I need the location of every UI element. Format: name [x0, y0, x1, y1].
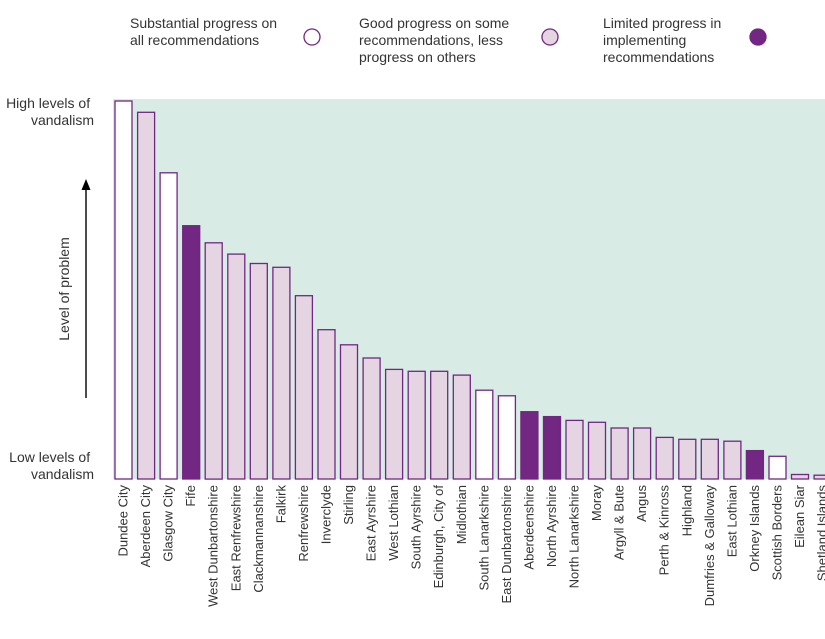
tick-label-midlothian: Midlothian — [454, 485, 469, 544]
bar-scottish-borders — [768, 455, 787, 480]
tick-label-north-ayrshire: North Ayrshire — [544, 485, 559, 567]
tick-label-west-dunbartonshire: West Dunbartonshire — [206, 485, 221, 607]
bar-midlothian — [452, 374, 471, 480]
y-axis-high-label: High levels of vandalism — [6, 95, 94, 128]
legend-swatch-limited — [749, 28, 767, 46]
tick-label-argyll-bute: Argyll & Bute — [612, 485, 627, 560]
bar-aberdeenshire — [520, 411, 539, 480]
tick-label-highland: Highland — [679, 485, 694, 536]
bar-west-dunbartonshire — [204, 242, 223, 480]
y-axis-low-label: Low levels of vandalism — [9, 449, 94, 482]
y-axis-arrow-icon — [81, 179, 91, 398]
tick-label-eilean-siar: Eilean Siar — [792, 484, 807, 548]
bar-edinburgh-city-of — [430, 370, 449, 480]
legend-label-good: Good progress on some recommendations, l… — [359, 15, 513, 65]
tick-label-renfrewshire: Renfrewshire — [296, 485, 311, 562]
tick-label-east-dunbartonshire: East Dunbartonshire — [499, 485, 514, 604]
bar-east-lothian — [723, 440, 742, 480]
bar-moray — [587, 421, 607, 480]
bar-argyll-bute — [610, 427, 629, 480]
bar-inverclyde — [317, 329, 336, 480]
legend-label-limited: Limited progress in implementing recomme… — [603, 15, 725, 65]
tick-label-dumfries-galloway: Dumfries & Galloway — [702, 485, 717, 607]
tick-label-fife: Fife — [183, 485, 198, 507]
bar-stirling — [339, 344, 359, 480]
bar-orkney-islands — [745, 449, 765, 480]
bar-clackmannanshire — [249, 262, 268, 480]
tick-label-moray: Moray — [589, 485, 604, 522]
bar-east-renfrewshire — [227, 253, 246, 480]
tick-label-stirling: Stirling — [341, 485, 356, 525]
bar-renfrewshire — [294, 295, 314, 480]
tick-label-east-renfrewshire: East Renfrewshire — [228, 485, 243, 591]
tick-label-edinburgh-city-of: Edinburgh, City of — [431, 485, 446, 589]
tick-label-east-ayrshire: East Ayrshire — [364, 485, 379, 561]
bar-highland — [678, 438, 697, 480]
bar-east-ayrshire — [362, 357, 381, 480]
legend-swatch-good — [541, 28, 559, 46]
tick-label-glasgow-city: Glasgow City — [161, 485, 176, 562]
bar-south-lanarkshire — [475, 389, 494, 480]
bar-perth-kinross — [655, 436, 674, 480]
bar-glasgow-city — [159, 172, 178, 480]
y-axis-title: Level of problem — [56, 237, 72, 341]
tick-label-aberdeenshire: Aberdeenshire — [521, 485, 536, 570]
bar-north-lanarkshire — [565, 419, 584, 480]
tick-label-south-ayrshire: South Ayrshire — [409, 485, 424, 569]
bar-shetland-islands — [813, 474, 825, 480]
bar-angus — [632, 427, 652, 480]
tick-label-angus: Angus — [634, 485, 649, 522]
tick-label-perth-kinross: Perth & Kinross — [657, 485, 672, 576]
tick-label-orkney-islands: Orkney Islands — [747, 485, 762, 572]
tick-label-north-lanarkshire: North Lanarkshire — [567, 485, 582, 588]
bar-east-dunbartonshire — [497, 395, 517, 480]
bar-south-ayrshire — [407, 370, 426, 480]
legend-label-substantial: Substantial progress on all recommendati… — [130, 15, 281, 48]
bar-aberdeen-city — [136, 111, 156, 480]
bar-north-ayrshire — [542, 415, 562, 480]
tick-label-falkirk: Falkirk — [273, 485, 288, 524]
bars-group — [114, 100, 825, 480]
tick-label-east-lothian: East Lothian — [724, 485, 739, 557]
tick-label-south-lanarkshire: South Lanarkshire — [476, 485, 491, 591]
tick-label-clackmannanshire: Clackmannanshire — [251, 485, 266, 593]
bar-falkirk — [272, 266, 291, 480]
legend-swatch-substantial — [303, 28, 321, 46]
bar-west-lothian — [384, 368, 404, 480]
x-tick-labels: Dundee City Aberdeen City Glasgow City Fife… — [116, 484, 825, 607]
bar-dumfries-galloway — [700, 438, 719, 480]
tick-label-inverclyde: Inverclyde — [319, 485, 334, 544]
tick-label-shetland-islands: Shetland Islands — [815, 485, 825, 582]
tick-label-dundee-city: Dundee City — [116, 485, 131, 557]
tick-label-scottish-borders: Scottish Borders — [770, 485, 785, 581]
bar-fife — [182, 225, 201, 480]
tick-label-aberdeen-city: Aberdeen City — [138, 485, 153, 568]
legend: Substantial progress on all recommendati… — [130, 15, 767, 65]
bar-eilean-siar — [790, 473, 810, 480]
bar-dundee-city — [114, 100, 133, 480]
tick-label-west-lothian: West Lothian — [386, 485, 401, 561]
